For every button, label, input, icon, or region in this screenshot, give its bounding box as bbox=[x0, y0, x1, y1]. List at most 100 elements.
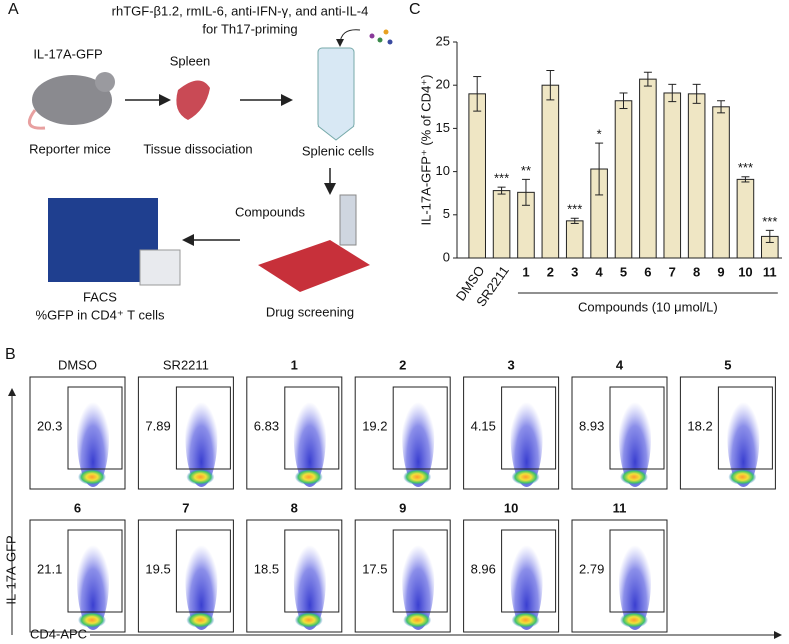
error-bar bbox=[521, 178, 530, 206]
plot-title: SR2211 bbox=[163, 357, 209, 372]
error-bar bbox=[765, 229, 774, 243]
gate bbox=[501, 386, 557, 470]
pipette-icon bbox=[339, 194, 357, 246]
significance: ** bbox=[521, 163, 531, 178]
x-tick-label: 3 bbox=[571, 264, 578, 279]
tube-tip bbox=[317, 125, 355, 141]
bar bbox=[639, 78, 657, 259]
gate bbox=[392, 386, 448, 470]
bar bbox=[712, 106, 730, 259]
arrow bbox=[336, 29, 361, 47]
plate-icon bbox=[258, 240, 370, 292]
gate bbox=[501, 529, 557, 613]
plot-frame bbox=[137, 376, 234, 490]
plot-title: 9 bbox=[399, 500, 406, 515]
gate-percent: 4.15 bbox=[471, 418, 496, 433]
mouse-label: IL-17A-GFP bbox=[33, 46, 102, 61]
plot-title: 2 bbox=[399, 357, 406, 372]
gate-percent: 6.83 bbox=[254, 418, 279, 433]
cell-cloud bbox=[619, 387, 651, 487]
cell-cloud bbox=[185, 530, 218, 630]
x-tick-label: 6 bbox=[644, 264, 651, 279]
significance: *** bbox=[567, 202, 582, 217]
error-bar bbox=[643, 71, 652, 87]
bar bbox=[614, 100, 633, 259]
plot-frame bbox=[679, 376, 776, 490]
spleen-icon bbox=[176, 80, 210, 120]
y-axis-label: IL-17A-GFP bbox=[3, 535, 18, 604]
gate-percent: 17.5 bbox=[362, 561, 387, 576]
x-axis-label: CD4-APC bbox=[30, 626, 87, 641]
bar bbox=[541, 84, 560, 259]
error-bar bbox=[717, 100, 726, 114]
gate-percent: 21.1 bbox=[37, 561, 62, 576]
panel-label: C bbox=[409, 1, 421, 18]
x-tick-label: 11 bbox=[763, 264, 777, 279]
gate-percent: 19.5 bbox=[145, 561, 170, 576]
plot-frame bbox=[571, 376, 668, 490]
gate-percent: 8.96 bbox=[471, 561, 496, 576]
mouse-ear bbox=[95, 72, 115, 92]
y-tick-label: 5 bbox=[443, 206, 450, 221]
mouse-icon bbox=[32, 75, 112, 125]
priming-text: for Th17-priming bbox=[202, 21, 297, 36]
plot-title: 1 bbox=[291, 357, 298, 372]
panel-label: A bbox=[8, 1, 19, 18]
gate bbox=[284, 386, 340, 470]
panel-label: B bbox=[5, 346, 16, 363]
facs-label: %GFP in CD4⁺ T cells bbox=[36, 307, 165, 322]
gate-percent: 8.93 bbox=[579, 418, 604, 433]
x-tick-label: 8 bbox=[693, 264, 700, 279]
y-tick-label: 0 bbox=[443, 249, 450, 264]
significance: * bbox=[597, 127, 602, 142]
step-label: Splenic cells bbox=[302, 143, 375, 158]
cell-cloud bbox=[293, 387, 326, 487]
plot-frame bbox=[463, 519, 560, 633]
bar bbox=[736, 178, 755, 259]
tube-icon bbox=[317, 47, 355, 129]
gate bbox=[609, 529, 665, 613]
plot-frame bbox=[354, 519, 451, 633]
cell-cloud bbox=[510, 387, 543, 487]
panel-a: A rhTGF-β1.2, rmIL-6, anti-IFN-γ, and an… bbox=[8, 1, 393, 322]
plot-title: 5 bbox=[724, 357, 731, 372]
facs-label: FACS bbox=[83, 289, 117, 304]
gate bbox=[284, 529, 340, 613]
x-tick-label: 2 bbox=[547, 264, 554, 279]
plot-title: 4 bbox=[616, 357, 624, 372]
gate-percent: 20.3 bbox=[37, 418, 62, 433]
gate bbox=[717, 386, 773, 470]
plot-frame bbox=[246, 519, 343, 633]
plot-frame bbox=[463, 376, 560, 490]
y-tick-label: 15 bbox=[436, 120, 450, 135]
cell-cloud bbox=[402, 387, 435, 487]
plot-title: 6 bbox=[74, 500, 81, 515]
gate-percent: 19.2 bbox=[362, 418, 387, 433]
y-tick-label: 20 bbox=[436, 77, 450, 92]
plot-frame bbox=[137, 519, 234, 633]
cell-core bbox=[294, 612, 323, 628]
cell-core bbox=[186, 612, 215, 628]
bar bbox=[565, 220, 584, 259]
gate-percent: 18.5 bbox=[254, 561, 279, 576]
gate-percent: 2.79 bbox=[579, 561, 604, 576]
error-bar bbox=[619, 92, 628, 110]
error-bar bbox=[692, 83, 701, 104]
cell-core bbox=[620, 612, 648, 628]
significance: *** bbox=[494, 171, 509, 186]
y-tick-label: 10 bbox=[436, 163, 450, 178]
plot-frame bbox=[246, 376, 343, 490]
x-tick-label: 10 bbox=[738, 264, 752, 279]
significance: *** bbox=[762, 214, 777, 229]
step-label: Reporter mice bbox=[29, 141, 111, 156]
plot-frame bbox=[29, 376, 126, 490]
cell-core bbox=[403, 612, 432, 628]
bar bbox=[663, 92, 682, 259]
error-bar bbox=[570, 217, 579, 224]
cell-core bbox=[728, 469, 757, 485]
gate-percent: 18.2 bbox=[687, 418, 712, 433]
error-bar bbox=[546, 70, 555, 101]
bar bbox=[492, 190, 511, 259]
error-bar bbox=[473, 76, 482, 112]
spleen-label: Spleen bbox=[170, 53, 210, 68]
